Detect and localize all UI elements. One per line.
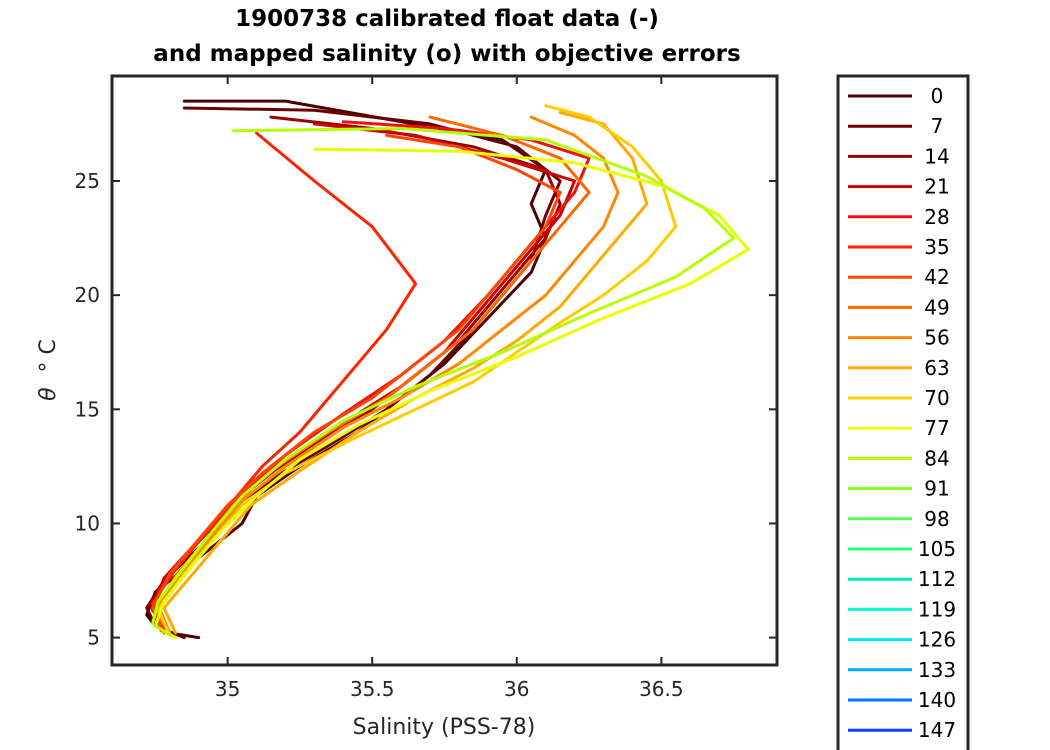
series-line-9 — [162, 111, 649, 635]
legend-label: 21 — [924, 175, 949, 199]
series-layer — [145, 99, 750, 640]
chart-title-line1: 1900738 calibrated float data (-) — [235, 6, 659, 32]
legend-label: 56 — [924, 326, 949, 350]
series-line-7 — [153, 115, 591, 637]
legend: 0 7 14 21 28 35 42 49 56 63 70 77 84 91 98 105 112 119 126… — [836, 74, 970, 750]
series-line-1 — [145, 106, 562, 640]
legend-label: 77 — [924, 416, 949, 440]
legend-label: 147 — [918, 718, 956, 742]
series-line-10 — [156, 104, 678, 637]
y-axis-label-symbol: θ — [36, 387, 61, 401]
series-line-11 — [153, 147, 750, 640]
legend-label: 0 — [931, 84, 944, 108]
legend-items: 0 7 14 21 28 35 42 49 56 63 70 77 84 91 98 105 112 119 126… — [848, 84, 956, 742]
y-tick-label: 5 — [87, 626, 100, 650]
x-tick-label: 35 — [215, 677, 240, 701]
legend-label: 28 — [924, 205, 949, 229]
series-line-4 — [153, 120, 591, 621]
legend-label: 105 — [918, 537, 956, 561]
svg-text:θ ° C: θ ° C — [36, 339, 61, 401]
legend-label: 119 — [918, 597, 956, 621]
ticks-layer: 35 35.5 36 36.5 5 10 15 20 25 — [75, 76, 777, 701]
legend-label: 91 — [924, 477, 949, 501]
y-tick-label: 10 — [75, 511, 100, 535]
legend-label: 98 — [924, 507, 949, 531]
y-axis-label: θ ° C — [36, 339, 61, 401]
plot-area: 35 35.5 36 36.5 5 10 15 20 25 — [75, 74, 779, 701]
legend-label: 140 — [918, 688, 956, 712]
x-tick-label: 36.5 — [639, 677, 684, 701]
legend-label: 35 — [924, 235, 949, 259]
series-line-3 — [151, 122, 577, 635]
legend-label: 42 — [924, 265, 949, 289]
legend-label: 112 — [918, 567, 956, 591]
legend-label: 84 — [924, 446, 949, 470]
x-axis-label: Salinity (PSS-78) — [353, 715, 536, 740]
plot-frame — [110, 74, 779, 667]
legend-box — [836, 74, 970, 750]
legend-label: 133 — [918, 658, 956, 682]
x-tick-label: 35.5 — [350, 677, 395, 701]
legend-label: 63 — [924, 356, 949, 380]
series-line-6 — [151, 133, 562, 635]
chart-title-line2: and mapped salinity (o) with objective e… — [153, 41, 740, 67]
y-tick-label: 25 — [75, 169, 100, 193]
legend-label: 14 — [924, 144, 949, 168]
y-axis-label-unit: ° C — [36, 339, 61, 372]
legend-label: 7 — [931, 114, 944, 138]
series-line-12 — [151, 127, 736, 637]
y-tick-label: 20 — [75, 283, 100, 307]
y-tick-label: 15 — [75, 397, 100, 421]
legend-label: 70 — [924, 386, 949, 410]
series-line-8 — [156, 115, 620, 635]
legend-label: 49 — [924, 295, 949, 319]
legend-label: 126 — [918, 628, 956, 652]
x-tick-label: 36 — [504, 677, 529, 701]
